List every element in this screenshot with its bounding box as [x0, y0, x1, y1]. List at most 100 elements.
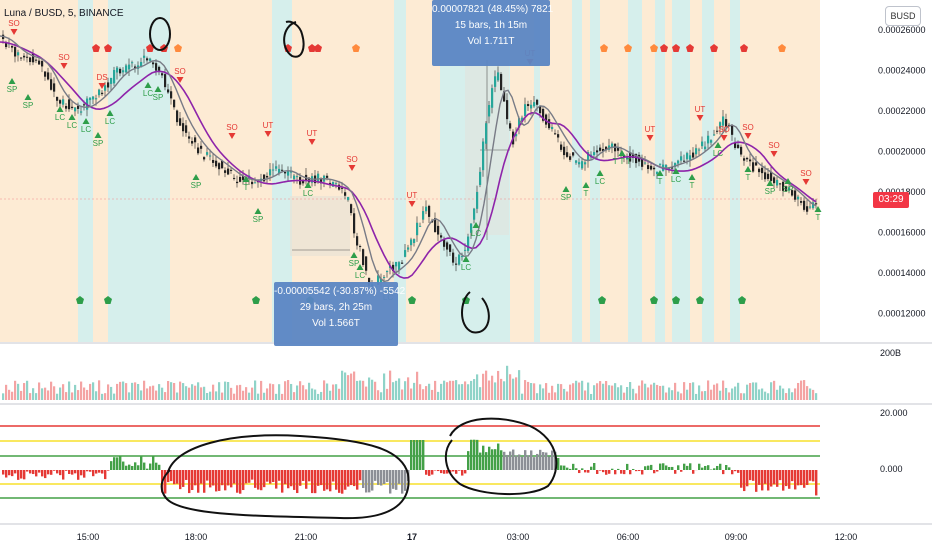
candle-body	[776, 179, 779, 186]
candle-body	[161, 73, 164, 76]
osc-bar	[806, 470, 809, 486]
osc-bar	[155, 462, 158, 470]
volume-bar	[194, 385, 197, 400]
candle-body	[101, 92, 104, 95]
volume-bar	[617, 387, 620, 400]
candle-body	[338, 184, 341, 190]
signal-red-label: UT	[645, 125, 656, 134]
osc-bar	[512, 449, 515, 470]
volume-bar	[269, 383, 272, 400]
signal-red-triangle	[408, 201, 416, 207]
candle-body	[167, 89, 170, 93]
osc-bar	[647, 465, 650, 470]
candle-body	[767, 173, 770, 180]
price-axis-label: 0.00024000	[878, 66, 926, 76]
volume-bar	[212, 384, 215, 400]
candle-body	[11, 45, 14, 48]
osc-bar	[404, 470, 407, 491]
osc-bar	[59, 470, 62, 476]
candle-body	[611, 143, 614, 148]
volume-bar	[740, 393, 743, 400]
volume-bar	[149, 386, 152, 400]
volume-bar	[188, 387, 191, 400]
measure-up-line3: Vol 1.711T	[467, 36, 515, 47]
osc-bar	[650, 464, 653, 470]
candle-body	[425, 206, 428, 212]
osc-bar	[371, 470, 374, 491]
signal-red-label: SO	[346, 155, 358, 164]
volume-bar	[56, 393, 59, 400]
volume-bar	[284, 381, 287, 400]
volume-bar	[470, 380, 473, 400]
volume-bar	[131, 382, 134, 400]
candle-body	[584, 162, 587, 165]
volume-bar	[89, 383, 92, 400]
candle-body	[383, 276, 386, 278]
volume-bar	[263, 392, 266, 400]
signal-green-triangle	[56, 106, 64, 112]
osc-bar	[410, 440, 413, 470]
volume-bar	[353, 371, 356, 400]
candle-body	[233, 177, 236, 179]
candle-body	[143, 55, 146, 58]
volume-bar	[590, 393, 593, 400]
osc-bar	[104, 470, 107, 480]
candle-body	[713, 134, 716, 136]
volume-bar	[251, 387, 254, 400]
candle-body	[644, 162, 647, 164]
volume-bar	[611, 385, 614, 400]
signal-red-triangle	[10, 29, 18, 35]
volume-bar	[734, 386, 737, 400]
osc-bar	[32, 470, 35, 475]
osc-bar	[23, 470, 26, 480]
volume-bar	[65, 392, 68, 400]
candle-body	[521, 117, 524, 122]
volume-bar	[53, 386, 56, 400]
osc-bar	[119, 456, 122, 470]
osc-bar	[476, 439, 479, 470]
candle-body	[626, 157, 629, 160]
candle-body	[128, 64, 131, 70]
volume-bar	[8, 389, 11, 400]
volume-bar	[341, 370, 344, 400]
osc-bar	[5, 470, 8, 478]
osc-bar	[698, 463, 701, 470]
osc-bar	[680, 470, 683, 472]
candle-body	[401, 262, 404, 264]
osc-bar	[218, 470, 221, 491]
price-axis-label: 0.00026000	[878, 25, 926, 35]
volume-bar	[485, 370, 488, 400]
osc-bar	[752, 470, 755, 481]
osc-bar	[242, 470, 245, 491]
osc-bar	[74, 470, 77, 474]
candle-body	[386, 270, 389, 273]
osc-bar	[764, 470, 767, 484]
volume-bar	[275, 393, 278, 400]
candle-body	[731, 125, 734, 135]
osc-bar	[158, 464, 161, 470]
candle-body	[107, 82, 110, 88]
candle-body	[335, 183, 338, 185]
volume-bar	[620, 385, 623, 400]
signal-green-triangle	[8, 78, 16, 84]
candle-body	[530, 104, 533, 109]
osc-bar	[95, 470, 98, 474]
osc-bar	[395, 470, 398, 490]
signal-green-triangle	[68, 114, 76, 120]
currency-button[interactable]: BUSD	[885, 6, 921, 26]
volume-bar	[575, 380, 578, 400]
signal-red-triangle	[770, 151, 778, 157]
volume-bar	[797, 382, 800, 400]
signal-green-triangle	[582, 182, 590, 188]
candle-body	[545, 114, 548, 125]
volume-bar	[572, 383, 575, 400]
candle-body	[80, 111, 83, 113]
osc-bar	[455, 470, 458, 474]
volume-bar	[386, 388, 389, 400]
bottom-pentagon-marker	[598, 296, 606, 304]
volume-bar	[227, 382, 230, 400]
osc-bar	[689, 463, 692, 470]
bottom-pentagon-marker	[76, 296, 84, 304]
osc-bar	[434, 470, 437, 471]
